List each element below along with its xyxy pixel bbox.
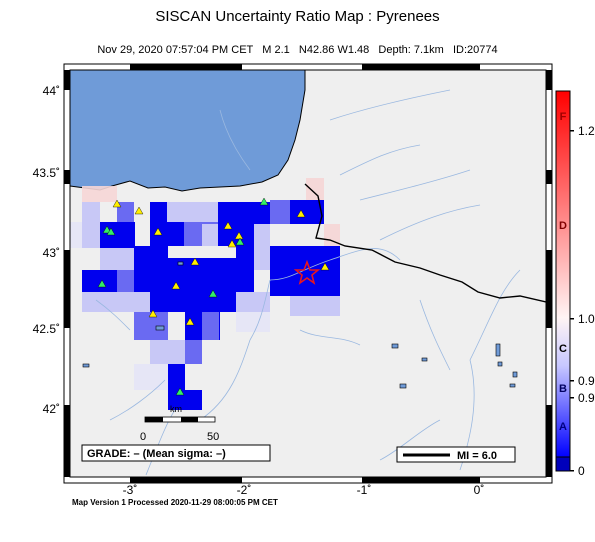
- grade-letter-c: C: [559, 343, 567, 355]
- scale-end-label: 50: [207, 431, 219, 443]
- mi-legend: MI = 6.0: [396, 446, 516, 463]
- station-marker: [296, 209, 306, 218]
- station-marker: [190, 257, 200, 266]
- scale-unit-label: km: [170, 404, 182, 414]
- grade-letter-f: F: [560, 111, 567, 123]
- mi-legend-text: MI = 6.0: [457, 450, 497, 462]
- stations: [97, 197, 330, 396]
- event-subtitle: Nov 29, 2020 07:57:04 PM CET M 2.1 N42.8…: [97, 44, 498, 56]
- colorbar-value-1-2: 1.2: [578, 124, 595, 138]
- lat-tick-43-5: 43.5˚: [33, 166, 60, 180]
- grade-letter-b: B: [559, 383, 567, 395]
- map-area[interactable]: [70, 70, 546, 477]
- grade-letter-a: A: [559, 421, 567, 433]
- station-marker: [259, 197, 269, 206]
- station-marker: [134, 206, 144, 215]
- lat-tick-43: 43˚: [43, 246, 60, 260]
- station-marker: [106, 227, 116, 236]
- grade-letter-d: D: [559, 220, 567, 232]
- station-marker: [235, 237, 245, 246]
- lat-tick-42: 42˚: [43, 402, 60, 416]
- latitude-labels: 44˚ 43.5˚ 43˚ 42.5˚ 42˚: [33, 84, 60, 416]
- station-marker: [148, 309, 158, 318]
- lat-tick-42-5: 42.5˚: [33, 322, 60, 336]
- rivers: [95, 89, 521, 476]
- lakes: [82, 261, 518, 389]
- grade-text: GRADE: – (Mean sigma: –): [87, 448, 226, 460]
- station-marker: [320, 262, 330, 271]
- longitude-labels: -3˚ -2˚ -1˚ 0˚: [123, 483, 485, 497]
- station-marker: [175, 387, 185, 396]
- lon-tick-0: 0˚: [474, 483, 485, 497]
- national-border: [304, 183, 546, 303]
- station-marker: [234, 231, 244, 240]
- map-frame: [63, 63, 553, 484]
- sea-area: [70, 70, 306, 192]
- station-marker: [112, 199, 122, 208]
- station-marker: [97, 279, 107, 288]
- colorbar-value-1-0: 1.0: [578, 312, 595, 326]
- colorbar-value-0-9a: 0.9: [578, 374, 595, 388]
- lon-tick-minus1: -1˚: [357, 483, 372, 497]
- epicenter-star[interactable]: [293, 259, 321, 285]
- lon-tick-minus2: -2˚: [237, 483, 252, 497]
- scale-bar: km 0 50: [140, 404, 219, 443]
- grade-box: GRADE: – (Mean sigma: –): [81, 444, 271, 462]
- map-title: SISCAN Uncertainty Ratio Map : Pyrenees: [155, 8, 440, 25]
- station-marker: [208, 289, 218, 298]
- station-marker: [171, 281, 181, 290]
- footer-processing-info: Map Version 1 Processed 2020-11-29 08:00…: [72, 498, 278, 507]
- station-marker: [223, 221, 233, 230]
- colorbar: F D C B A 1.2 1.0 0.9 0.9 0: [555, 90, 595, 478]
- scale-start-label: 0: [140, 431, 146, 443]
- lat-tick-44: 44˚: [43, 84, 60, 98]
- station-marker: [185, 317, 195, 326]
- colorbar-value-0-9b: 0.9: [578, 391, 595, 405]
- lon-tick-minus3: -3˚: [123, 483, 138, 497]
- colorbar-value-0: 0: [578, 464, 585, 478]
- station-marker: [227, 239, 237, 248]
- station-marker: [153, 227, 163, 236]
